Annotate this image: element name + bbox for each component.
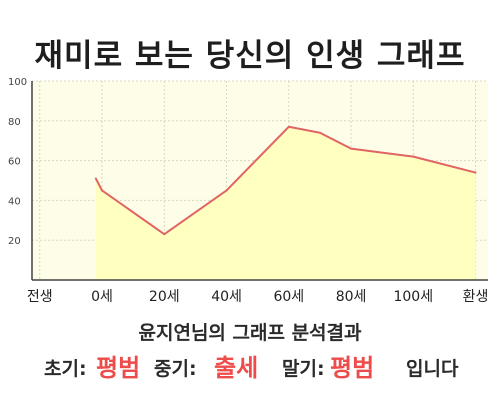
data-point [350,147,353,150]
data-point [412,155,415,158]
analysis-title: 윤지연님의 그래프 분석결과 [138,322,362,344]
data-point [163,233,166,236]
data-point [101,189,104,192]
ending-text: 입니다 [406,358,459,380]
data-point [287,125,290,128]
y-tick-label: 80 [8,117,21,128]
page-title: 재미로 보는 당신의 인생 그래프 [34,38,466,74]
x-tick-label: 0세 [91,289,113,305]
chart-area: 100 80 60 40 20 전생 0세 20세 40세 60세 80세 100세 환생 [8,77,489,305]
y-tick-label: 60 [8,157,21,168]
data-point [474,171,477,174]
middle-label: 중기: [154,358,197,380]
data-point [225,189,228,192]
x-tick-label: 100세 [393,289,433,305]
early-value: 평범 [96,354,141,382]
x-tick-label: 20세 [149,289,180,305]
late-value: 평범 [330,354,375,382]
analysis-result-line: 초기: 평범 중기: 출세 말기: 평범 입니다 [0,348,500,382]
early-label: 초기: [44,358,87,380]
y-tick-label: 40 [8,196,21,207]
data-point [94,177,97,180]
data-point [318,131,321,134]
x-tick-label: 40세 [211,289,242,305]
x-tick-label: 환생 [463,289,489,305]
x-tick-label: 60세 [273,289,304,305]
x-tick-label: 80세 [336,289,367,305]
area-fill [95,126,476,281]
life-graph-chart: 100 80 60 40 20 전생 0세 20세 40세 60세 80세 100세 환생 [8,77,489,305]
middle-value: 출세 [214,354,259,382]
late-label: 말기: [282,358,325,380]
x-tick-label: 전생 [27,289,53,305]
y-tick-label: 20 [8,236,21,247]
y-tick-label: 100 [8,77,27,88]
